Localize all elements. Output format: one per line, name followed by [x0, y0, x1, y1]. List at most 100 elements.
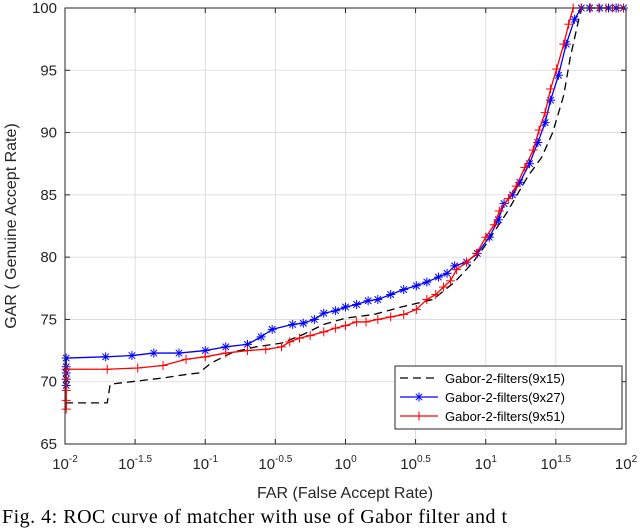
- data-point: [546, 84, 556, 94]
- figure-caption: Fig. 4: ROC curve of matcher with use of…: [2, 506, 508, 528]
- data-point: [489, 220, 499, 230]
- data-point: [493, 215, 503, 225]
- series-layer: [61, 3, 629, 414]
- y-tick-label: 65: [40, 436, 57, 453]
- y-tick-label: 80: [40, 249, 57, 266]
- data-point: [503, 194, 513, 204]
- data-point: [61, 364, 71, 374]
- data-point: [431, 290, 441, 300]
- legend-label-9x15: Gabor-2-filters(9x15): [445, 371, 565, 386]
- y-tick-labels: 65 70 75 80 85 90 95 100: [32, 0, 57, 453]
- data-point: [361, 317, 371, 327]
- series-3: [61, 3, 629, 414]
- y-tick-label: 100: [32, 0, 57, 17]
- data-point: [373, 294, 383, 304]
- legend: Gabor-2-filters(9x15) Gabor-2-filters(9x…: [394, 365, 623, 430]
- x-tick-label: 10-1.5: [118, 454, 152, 473]
- series-line: [65, 7, 626, 404]
- x-tick-label: 10-1: [192, 454, 218, 473]
- data-point: [422, 294, 432, 304]
- x-tick-label: 102: [615, 454, 638, 473]
- data-point: [552, 64, 562, 74]
- x-tick-label: 10-0.5: [258, 454, 292, 473]
- x-tick-label: 101: [475, 454, 498, 473]
- data-point: [285, 337, 295, 347]
- data-point: [221, 348, 231, 358]
- data-point: [305, 331, 315, 341]
- data-point: [528, 145, 538, 155]
- x-tick-labels: 10-2 10-1.5 10-1 10-0.5 100 100.5 101 101.5 102: [52, 454, 637, 473]
- data-point: [101, 352, 111, 362]
- data-point: [399, 285, 409, 295]
- data-point: [411, 281, 421, 291]
- data-point: [61, 353, 71, 363]
- data-point: [319, 327, 329, 337]
- data-point: [507, 190, 517, 200]
- data-point: [442, 268, 452, 278]
- data-point: [331, 306, 341, 316]
- legend-label-9x27: Gabor-2-filters(9x27): [445, 390, 565, 405]
- data-point: [61, 404, 71, 414]
- y-tick-label: 95: [40, 62, 57, 79]
- data-point: [524, 159, 534, 169]
- data-point: [462, 257, 472, 267]
- data-point: [267, 324, 277, 334]
- data-point: [61, 385, 71, 395]
- data-point: [450, 261, 460, 271]
- data-point: [534, 125, 544, 135]
- data-point: [127, 351, 137, 361]
- data-point: [174, 348, 184, 358]
- data-point: [242, 346, 252, 356]
- data-point: [261, 344, 271, 354]
- data-point: [399, 309, 409, 319]
- data-point: [352, 299, 362, 309]
- data-point: [494, 206, 504, 216]
- legend-marker-9x51: [414, 411, 424, 421]
- x-axis-title: FAR (False Accept Rate): [257, 485, 433, 502]
- data-point: [481, 232, 491, 242]
- y-tick-label: 90: [40, 125, 57, 142]
- x-tick-label: 101.5: [541, 454, 572, 473]
- x-tick-label: 100: [334, 454, 357, 473]
- roc-chart: 10-2 10-1.5 10-1 10-0.5 100 100.5 101 101.5 102 …: [3, 0, 638, 502]
- tick-marks: [64, 7, 627, 445]
- data-point: [61, 395, 71, 405]
- data-point: [363, 296, 373, 306]
- data-point: [331, 323, 341, 333]
- data-point: [386, 312, 396, 322]
- data-point: [288, 319, 298, 329]
- legend-entry-9x27: Gabor-2-filters(9x27): [400, 390, 565, 405]
- data-point: [341, 302, 350, 312]
- data-point: [200, 352, 210, 362]
- data-point: [386, 290, 396, 300]
- y-tick-label: 85: [40, 187, 57, 204]
- legend-entry-9x51: Gabor-2-filters(9x51): [400, 409, 565, 424]
- data-point: [570, 14, 580, 24]
- legend-entry-9x15: Gabor-2-filters(9x15): [400, 371, 565, 386]
- data-point: [298, 318, 308, 328]
- data-point: [181, 354, 191, 364]
- data-point: [61, 374, 71, 384]
- y-tick-label: 70: [40, 374, 57, 391]
- data-point: [445, 276, 455, 286]
- y-tick-label: 75: [40, 311, 57, 328]
- data-point: [411, 304, 421, 314]
- legend-label-9x51: Gabor-2-filters(9x51): [445, 409, 565, 424]
- data-point: [158, 361, 168, 371]
- data-point: [102, 364, 112, 374]
- data-point: [133, 363, 143, 373]
- data-point: [452, 265, 462, 275]
- data-point: [200, 346, 210, 356]
- x-tick-label: 100.5: [400, 454, 431, 473]
- legend-marker-9x27: [414, 392, 424, 402]
- data-point: [422, 277, 432, 287]
- data-point: [256, 332, 266, 342]
- data-point: [472, 248, 482, 258]
- data-point: [540, 108, 550, 118]
- data-point: [277, 342, 287, 352]
- series-1: [65, 7, 626, 404]
- data-point: [511, 181, 521, 191]
- data-point: [520, 162, 530, 172]
- data-point: [439, 282, 449, 292]
- data-point: [352, 317, 362, 327]
